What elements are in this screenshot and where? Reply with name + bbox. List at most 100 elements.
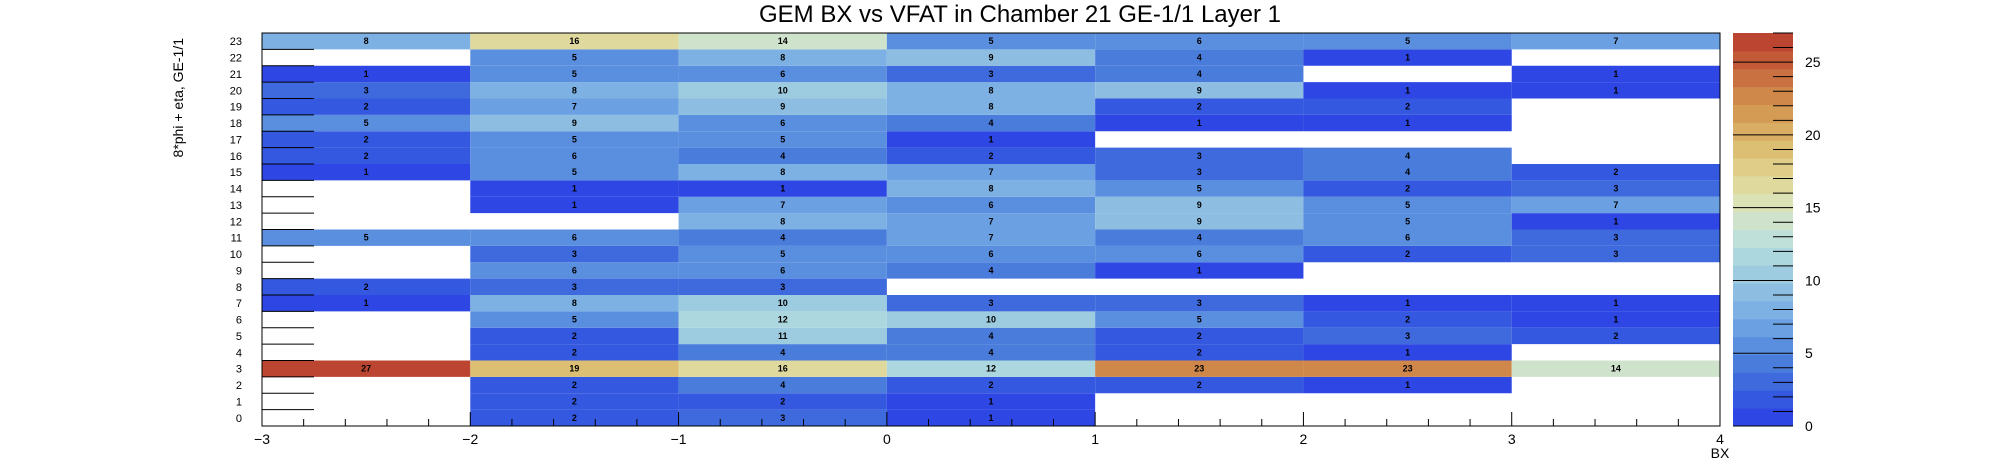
x-tick-label: 1 bbox=[1091, 431, 1099, 447]
y-tick-label: 20 bbox=[230, 85, 242, 97]
cell-value-label: 5 bbox=[572, 134, 577, 144]
cell-value-label: 2 bbox=[572, 413, 577, 423]
y-tick-label: 6 bbox=[236, 315, 242, 327]
heatmap-cell bbox=[678, 278, 887, 295]
heatmap-cell bbox=[1095, 311, 1304, 328]
color-scale-segment bbox=[1733, 336, 1793, 356]
x-tick-label: 4 bbox=[1716, 431, 1724, 447]
cell-value-label: 6 bbox=[988, 200, 993, 210]
cell-value-label: 2 bbox=[364, 151, 369, 161]
heatmap-cell bbox=[886, 360, 1096, 377]
heatmap-cell bbox=[262, 278, 471, 295]
cell-value-label: 1 bbox=[780, 184, 785, 194]
chart-title: GEM BX vs VFAT in Chamber 21 GE-1/1 Laye… bbox=[759, 1, 1281, 28]
cell-value-label: 5 bbox=[1405, 36, 1410, 46]
heatmap-cell bbox=[1095, 360, 1304, 377]
heatmap-cell bbox=[678, 196, 887, 214]
heatmap-cell bbox=[470, 229, 679, 246]
heatmap-cell bbox=[470, 180, 679, 197]
color-scale-segment bbox=[1733, 318, 1793, 338]
heatmap-cell bbox=[1511, 229, 1720, 246]
heatmap-cell bbox=[470, 196, 679, 214]
heatmap-cell bbox=[1095, 213, 1304, 230]
color-scale-segment bbox=[1733, 33, 1793, 52]
heatmap-cell bbox=[886, 180, 1096, 197]
heatmap-cell bbox=[1095, 147, 1304, 164]
cell-value-label: 3 bbox=[1613, 184, 1618, 194]
cell-value-label: 2 bbox=[364, 102, 369, 112]
cell-value-label: 4 bbox=[780, 347, 785, 357]
y-tick-label: 16 bbox=[230, 151, 242, 163]
cell-value-label: 4 bbox=[988, 118, 993, 128]
cell-value-label: 3 bbox=[1405, 331, 1410, 341]
heatmap-cell bbox=[262, 295, 471, 312]
cell-value-label: 1 bbox=[1613, 69, 1618, 79]
heatmap-cell bbox=[678, 65, 887, 83]
cell-value-label: 3 bbox=[572, 249, 577, 259]
heatmap-cell bbox=[886, 229, 1096, 246]
heatmap-cell bbox=[886, 82, 1096, 99]
color-scale-segment bbox=[1733, 283, 1793, 302]
heatmap-cell bbox=[1303, 147, 1512, 164]
heatmap-cell bbox=[1095, 180, 1304, 197]
cell-value-label: 8 bbox=[572, 85, 577, 95]
x-axis-label: BX bbox=[1711, 445, 1730, 461]
heatmap-cell bbox=[1511, 164, 1720, 181]
y-tick-label: 14 bbox=[230, 184, 242, 196]
cell-value-label: 3 bbox=[780, 413, 785, 423]
cell-value-label: 4 bbox=[780, 380, 785, 390]
heatmap-cell bbox=[262, 229, 471, 246]
cell-value-label: 8 bbox=[780, 167, 785, 177]
cell-value-label: 6 bbox=[1405, 233, 1410, 243]
heatmap-cell bbox=[886, 311, 1096, 328]
cell-value-label: 9 bbox=[1197, 200, 1202, 210]
heatmap-cell bbox=[1303, 49, 1512, 66]
cell-value-label: 5 bbox=[780, 249, 785, 259]
cell-value-label: 6 bbox=[572, 265, 577, 275]
heatmap-cell bbox=[1303, 344, 1512, 361]
cell-value-label: 1 bbox=[364, 298, 369, 308]
cell-value-label: 2 bbox=[1613, 331, 1618, 341]
cell-value-label: 6 bbox=[780, 118, 785, 128]
cell-value-label: 2 bbox=[572, 331, 577, 341]
cell-value-label: 4 bbox=[988, 265, 993, 275]
z-tick-label: 20 bbox=[1805, 127, 1821, 143]
cell-value-label: 6 bbox=[572, 233, 577, 243]
color-scale-segment bbox=[1733, 408, 1793, 427]
cell-value-label: 3 bbox=[1613, 233, 1618, 243]
y-tick-label: 12 bbox=[230, 216, 242, 228]
heatmap-cell bbox=[262, 360, 471, 377]
y-tick-label: 18 bbox=[230, 118, 242, 130]
color-scale-segment bbox=[1733, 140, 1793, 159]
heatmap-cell bbox=[1095, 344, 1304, 361]
cell-value-label: 8 bbox=[988, 184, 993, 194]
cell-value-label: 3 bbox=[988, 69, 993, 79]
cell-value-label: 6 bbox=[572, 151, 577, 161]
cell-value-label: 1 bbox=[1197, 265, 1202, 275]
y-tick-label: 21 bbox=[230, 69, 242, 81]
cell-value-label: 2 bbox=[1197, 331, 1202, 341]
y-tick-label: 8 bbox=[236, 282, 242, 294]
x-tick-label: 3 bbox=[1508, 431, 1516, 447]
cell-value-label: 3 bbox=[572, 282, 577, 292]
cell-value-label: 5 bbox=[572, 53, 577, 63]
cell-value-label: 1 bbox=[1197, 118, 1202, 128]
heatmap-cell bbox=[1095, 33, 1304, 50]
heatmap-cell bbox=[678, 327, 887, 345]
heatmap-cell bbox=[262, 164, 471, 181]
heatmap-cell bbox=[886, 98, 1096, 115]
heatmap-cell bbox=[470, 393, 679, 410]
cell-value-label: 5 bbox=[1197, 184, 1202, 194]
heatmap-cell bbox=[886, 295, 1096, 312]
heatmap-cell bbox=[1303, 229, 1512, 246]
cell-value-label: 2 bbox=[780, 396, 785, 406]
color-scale-segment bbox=[1733, 104, 1793, 123]
cell-value-label: 8 bbox=[572, 298, 577, 308]
cell-value-label: 23 bbox=[1403, 364, 1413, 374]
y-tick-label: 5 bbox=[236, 331, 242, 343]
x-tick-label: 0 bbox=[883, 431, 891, 447]
cell-value-label: 2 bbox=[1613, 167, 1618, 177]
heatmap-cell bbox=[470, 49, 679, 66]
